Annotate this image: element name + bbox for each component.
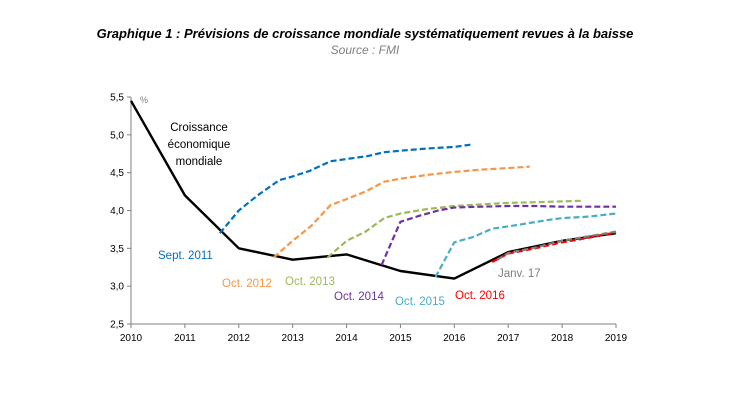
series-line-janv-17 xyxy=(496,230,617,261)
series-line-croissance-conomique-mondiale xyxy=(129,100,617,280)
label-world-growth-line3: mondiale xyxy=(176,156,223,168)
x-tick-label: 2016 xyxy=(443,333,466,344)
y-tick-label: 3,0 xyxy=(110,282,124,293)
label-sept-2011: Sept. 2011 xyxy=(158,250,213,262)
x-tick-label: 2013 xyxy=(282,333,305,344)
series-line-oct-2016 xyxy=(491,231,617,263)
label-oct-2014: Oct. 2014 xyxy=(334,291,384,303)
label-oct-2015: Oct. 2015 xyxy=(395,296,445,308)
label-oct-2013: Oct. 2013 xyxy=(285,276,335,288)
x-tick-label: 2014 xyxy=(335,333,358,344)
series-line-sept-2011 xyxy=(219,143,471,234)
x-tick-label: 2018 xyxy=(551,333,574,344)
x-tick-label: 2012 xyxy=(228,333,251,344)
chart-subtitle: Source : FMI xyxy=(330,43,400,57)
series-line-oct-2014 xyxy=(380,204,616,266)
label-oct-2012: Oct. 2012 xyxy=(222,278,272,290)
axes: 2,5 3,0 3,5 4,0 4,5 5,0 5,5 % 2010 2011 2012 2013 20… xyxy=(110,93,627,345)
series-line-oct-2012 xyxy=(273,165,530,259)
y-tick-label: 5,5 xyxy=(110,93,124,104)
x-tick-label: 2019 xyxy=(605,333,628,344)
series-labels: Croissance économique mondiale Sept. 201… xyxy=(158,122,541,308)
series-lines xyxy=(129,100,617,280)
series-line-oct-2015 xyxy=(434,212,617,278)
label-world-growth-line2: économique xyxy=(168,139,231,151)
x-tick-label: 2015 xyxy=(389,333,412,344)
chart-title: Graphique 1 : Prévisions de croissance m… xyxy=(96,26,634,41)
y-tick-label: 5,0 xyxy=(110,130,124,141)
y-tick-label: 4,0 xyxy=(110,206,124,217)
label-janv-17: Janv. 17 xyxy=(498,268,541,280)
y-unit-label: % xyxy=(140,95,148,105)
y-tick-label: 3,5 xyxy=(110,244,124,255)
label-world-growth-line1: Croissance xyxy=(170,122,228,134)
series-line-oct-2013 xyxy=(326,199,584,259)
y-tick-label: 2,5 xyxy=(110,320,124,331)
y-tick-label: 4,5 xyxy=(110,168,124,179)
label-oct-2016: Oct. 2016 xyxy=(455,290,505,302)
x-tick-label: 2010 xyxy=(120,333,143,344)
x-tick-label: 2017 xyxy=(497,333,520,344)
x-tick-label: 2011 xyxy=(174,333,196,344)
